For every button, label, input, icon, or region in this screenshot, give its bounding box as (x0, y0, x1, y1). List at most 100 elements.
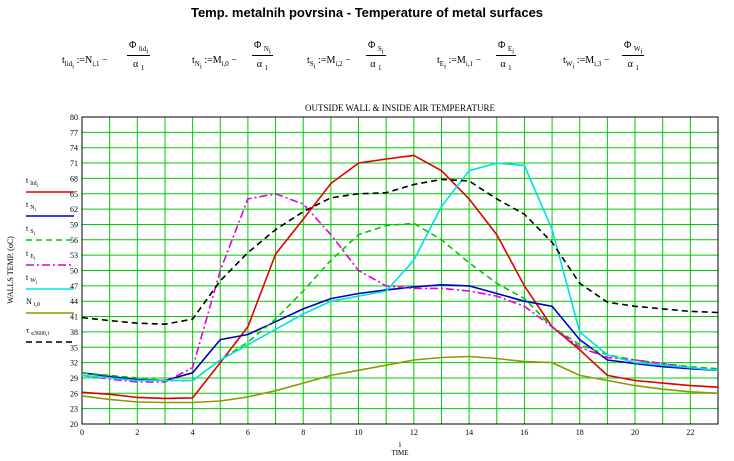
formula-symbol: α (627, 59, 633, 71)
formula-subscript: lid (138, 45, 147, 53)
y-tick-label: 35 (70, 343, 78, 352)
formula-assign: :=N (74, 55, 93, 66)
legend-label-1: t lidi (26, 176, 39, 189)
y-tick-label: 80 (70, 113, 78, 122)
formula-lhs: tNi :=Mi,0 − (192, 55, 237, 70)
formula-minus: − (99, 55, 108, 66)
formula-symbol: t (192, 55, 195, 66)
x-tick-label: 12 (410, 428, 418, 437)
formula-subscript: N (194, 60, 200, 68)
formula-index: i (572, 62, 575, 71)
x-tick-label: 2 (135, 428, 139, 437)
page-title: Temp. metalnih povrsina - Temperature of… (190, 5, 544, 20)
formula-index: i (199, 62, 202, 71)
formula-symbol: Φ (498, 40, 506, 51)
formula-minus: − (342, 55, 351, 66)
y-tick-label: 65 (70, 190, 78, 199)
formula-denominator: α 1 (127, 56, 150, 72)
y-tick-label: 68 (70, 174, 78, 183)
y-tick-label: 38 (70, 328, 78, 337)
formula-matrix-index: i,3 (594, 60, 602, 68)
plot-frame (81, 116, 719, 425)
y-tick-label: 32 (70, 359, 78, 368)
series-line-1 (81, 154, 719, 400)
formula-index: i (72, 62, 75, 71)
y-tick-label: 56 (70, 236, 78, 245)
formula-subscript: 1 (264, 64, 269, 73)
formula-lhs: tlidi :=Ni,1 − (62, 55, 108, 70)
formula-matrix-index: i,2 (335, 60, 343, 68)
formula-symbol: t (62, 55, 65, 66)
y-tick-label: 53 (70, 251, 78, 260)
y-tick-label: 23 (70, 405, 78, 414)
formula-symbol: t (437, 55, 440, 66)
formula-subscript: W (633, 45, 641, 53)
formula-matrix-index: i,1 (465, 60, 474, 68)
formula-symbol: α (370, 59, 376, 71)
y-tick-label: 59 (70, 220, 78, 229)
formula-symbol: α (500, 59, 506, 71)
formula-numerator: Φ Si (366, 40, 386, 57)
x-tick-label: 6 (246, 428, 250, 437)
formula-subscript: E (507, 45, 513, 53)
formula-symbol: Φ (254, 40, 262, 51)
formula-index: i (444, 62, 447, 71)
formula-assign: :=M (315, 55, 336, 66)
legend-label-2: t Ni (26, 200, 37, 213)
x-tick-label: 16 (520, 428, 528, 437)
formula-symbol: Φ (129, 40, 137, 51)
x-tick-label: 18 (576, 428, 584, 437)
y-tick-label: 44 (70, 297, 78, 306)
y-tick-label: 47 (70, 282, 78, 291)
y-axis-label: WALLS TEMP. (oC) (6, 236, 15, 304)
y-tick-label: 41 (70, 313, 78, 322)
x-axis-index-label: i (399, 440, 402, 449)
legend-label-3: t Si (26, 224, 36, 237)
series-line-4 (81, 193, 719, 383)
formula-symbol: t (563, 55, 566, 66)
x-tick-label: 8 (301, 428, 305, 437)
formula-subscript: S (309, 60, 314, 68)
x-tick-label: 10 (355, 428, 363, 437)
formula-assign: :=M (446, 55, 466, 66)
formula-symbol: Φ (368, 40, 376, 51)
formula-symbol: t (307, 55, 310, 66)
formula-numerator: Φ Ni (252, 40, 273, 57)
formula-subscript: 1 (377, 64, 382, 73)
formula-index: i (313, 62, 316, 71)
formula-denominator: α 1 (366, 56, 386, 72)
formula-index: i (381, 47, 384, 56)
formula-lhs: tSi :=Mi,2 − (307, 55, 351, 70)
x-tick-label: 0 (80, 428, 84, 437)
formula-numerator: Φ Ei (496, 40, 517, 57)
y-tick-label: 50 (70, 267, 78, 276)
formula-subscript: lid (64, 60, 73, 68)
series-line-6 (81, 355, 719, 404)
formula-minus: − (601, 55, 610, 66)
formula-assign: :=M (201, 55, 222, 66)
y-tick-label: 29 (70, 374, 78, 383)
formula-index: i (268, 47, 271, 56)
x-axis-label: TIME (391, 449, 408, 457)
formula-minus: − (473, 55, 482, 66)
y-tick-label: 62 (70, 205, 78, 214)
formula-denominator: α 1 (252, 56, 273, 72)
y-tick-label: 26 (70, 389, 78, 398)
formula-index: i (640, 47, 643, 56)
formula-subscript: S (377, 45, 382, 53)
formula-subscript: 1 (635, 64, 639, 73)
series-line-2 (81, 283, 719, 382)
formula-assign: :=M (574, 55, 595, 66)
legend-label-7: τ e3600,i (26, 326, 49, 337)
formula-numerator: Φ lidi (127, 40, 151, 57)
formula-lhs: tWi :=Mi,3 − (563, 55, 610, 70)
formula-subscript: 1 (140, 64, 145, 73)
chart-title: OUTSIDE WALL & INSIDE AIR TEMPERATURE (305, 103, 496, 113)
formula-fraction: Φ Si α 1 (366, 40, 386, 72)
y-tick-label: 71 (70, 159, 78, 168)
x-tick-label: 20 (631, 428, 639, 437)
formula-subscript: N (263, 45, 269, 53)
formula-index: i (512, 47, 515, 56)
formula-minus: − (228, 55, 237, 66)
